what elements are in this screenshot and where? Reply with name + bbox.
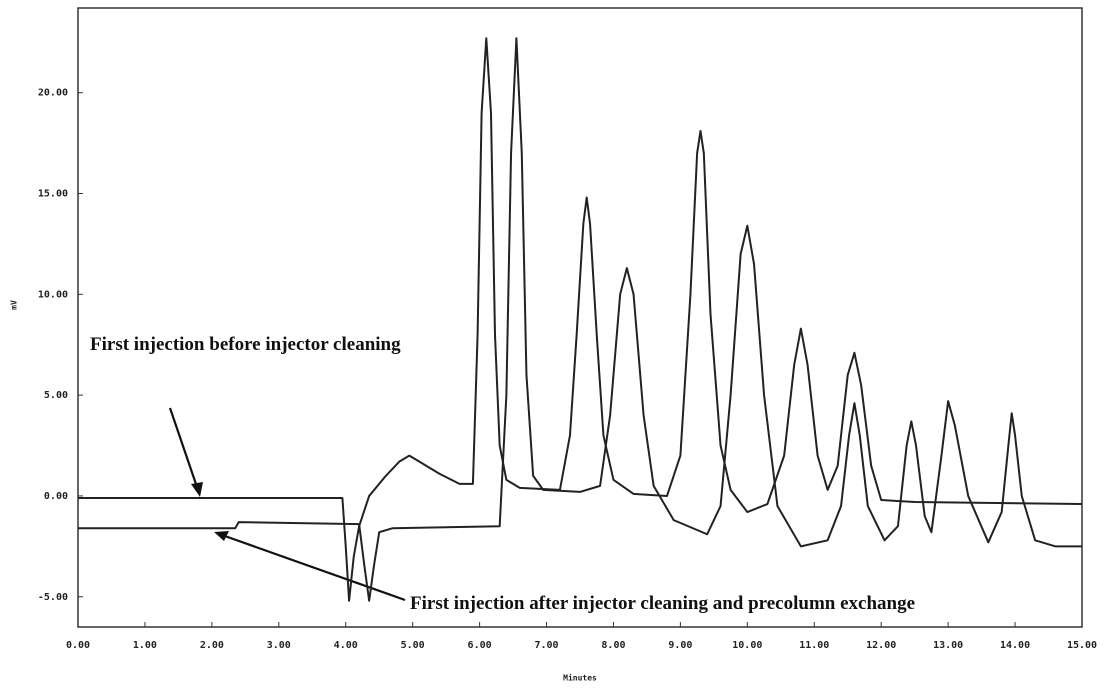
y-tick-label: 5.00 bbox=[44, 390, 68, 401]
y-tick-label: -5.00 bbox=[38, 592, 68, 603]
y-tick-label: 0.00 bbox=[44, 491, 68, 502]
x-tick-label: 3.00 bbox=[267, 640, 291, 651]
series-line bbox=[78, 37, 1083, 602]
x-tick-label: 2.00 bbox=[200, 640, 224, 651]
x-tick-label: 6.00 bbox=[468, 640, 492, 651]
y-tick-label: 15.00 bbox=[38, 188, 68, 199]
x-tick-label: 13.00 bbox=[933, 640, 963, 651]
arrow bbox=[221, 533, 406, 602]
x-tick-label: 1.00 bbox=[133, 640, 157, 651]
arrowhead bbox=[214, 531, 229, 541]
y-tick-label: 20.00 bbox=[38, 88, 68, 99]
y-axis-label: mV bbox=[10, 300, 19, 310]
x-tick-label: 14.00 bbox=[1000, 640, 1030, 651]
annotation: First injection before injector cleaning bbox=[90, 334, 401, 355]
annotation-arrows bbox=[168, 407, 406, 602]
x-tick-label: 11.00 bbox=[799, 640, 829, 651]
x-tick-label: 8.00 bbox=[601, 640, 625, 651]
x-tick-label: 15.00 bbox=[1067, 640, 1097, 651]
x-tick-label: 9.00 bbox=[668, 640, 692, 651]
x-tick-label: 7.00 bbox=[534, 640, 558, 651]
plot-frame bbox=[77, 7, 1083, 628]
x-axis-label: Minutes bbox=[563, 673, 597, 683]
x-tick-label: 10.00 bbox=[732, 640, 762, 651]
arrowhead bbox=[191, 482, 203, 497]
x-tick-label: 4.00 bbox=[334, 640, 358, 651]
annotation: First injection after injector cleaning … bbox=[410, 593, 916, 614]
series-line bbox=[78, 37, 1082, 602]
x-tick-label: 5.00 bbox=[401, 640, 425, 651]
x-tick-label: 0.00 bbox=[66, 640, 90, 651]
y-tick-label: 10.00 bbox=[38, 289, 68, 300]
arrow bbox=[168, 407, 200, 491]
x-tick-label: 12.00 bbox=[866, 640, 896, 651]
